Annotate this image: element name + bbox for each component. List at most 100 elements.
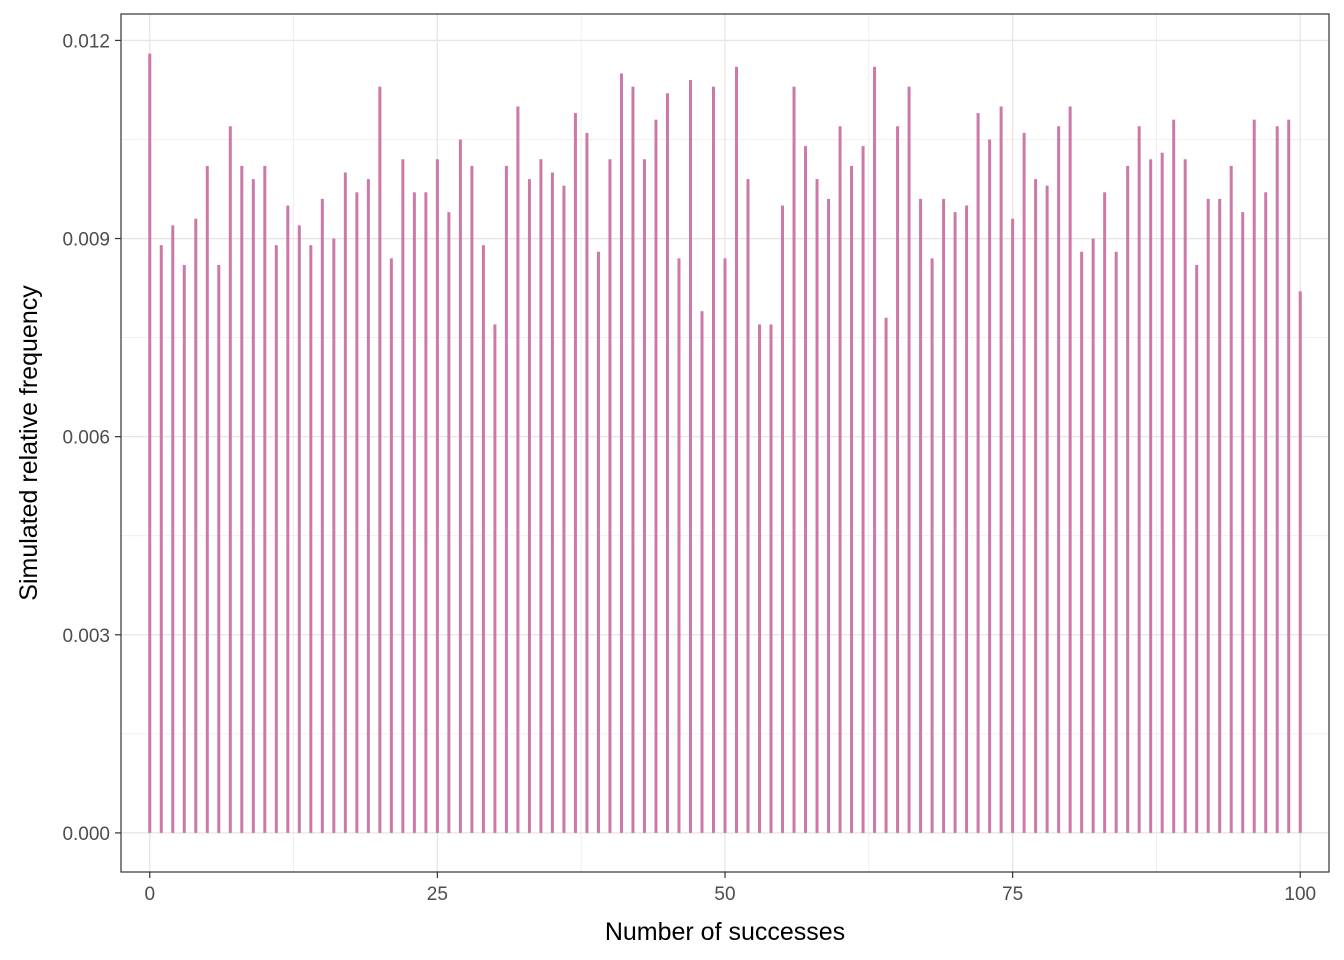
bar [769, 324, 773, 833]
bar [194, 218, 198, 833]
bar [251, 179, 255, 833]
bar [654, 119, 658, 833]
bar [1275, 126, 1279, 833]
bar [1034, 179, 1038, 833]
y-tick-label: 0.009 [62, 230, 110, 251]
bar [953, 212, 957, 833]
bar [159, 245, 163, 833]
bar [1149, 159, 1153, 833]
bar [1045, 185, 1049, 833]
bar [504, 165, 508, 833]
bar [999, 106, 1003, 833]
bar [677, 258, 681, 833]
bar [1160, 152, 1164, 833]
bar [205, 165, 209, 833]
bar [263, 165, 267, 833]
bar [711, 86, 715, 833]
bar [585, 132, 589, 833]
bar [700, 311, 704, 833]
bar [665, 93, 669, 833]
x-axis-title: Number of successes [605, 918, 845, 946]
bar [988, 139, 992, 833]
bar [873, 66, 877, 833]
bar [1287, 119, 1291, 833]
bar [896, 126, 900, 833]
bar [631, 86, 635, 833]
bar [1183, 159, 1187, 833]
bar [1080, 251, 1084, 833]
bar [389, 258, 393, 833]
bar [1103, 192, 1107, 833]
bar [274, 245, 278, 833]
bar [792, 86, 796, 833]
bar [1137, 126, 1141, 833]
x-axis: 0 25 50 75 100 [144, 872, 1316, 905]
y-tick-label: 0.003 [62, 626, 110, 647]
bar [1206, 198, 1210, 833]
x-tick-label: 100 [1284, 884, 1316, 905]
bar [642, 159, 646, 833]
y-tick-label: 0.006 [62, 428, 110, 449]
bar [550, 172, 554, 833]
bar [401, 159, 405, 833]
bar [343, 172, 347, 833]
bar [1218, 198, 1222, 833]
x-tick-label: 25 [427, 884, 448, 905]
y-tick-label: 0.000 [62, 824, 110, 845]
bar [1298, 291, 1302, 833]
bar [539, 159, 543, 833]
bar [838, 126, 842, 833]
y-axis-title: Simulated relative frequency [15, 285, 43, 601]
bar [412, 192, 416, 833]
bar [804, 146, 808, 833]
bar [1011, 218, 1015, 833]
bar [458, 139, 462, 833]
bar [781, 205, 785, 833]
bar [217, 264, 221, 833]
x-tick-label: 0 [144, 884, 155, 905]
bar [1022, 132, 1026, 833]
bar [608, 159, 612, 833]
bar [171, 225, 175, 833]
bar [735, 66, 739, 833]
bar [942, 198, 946, 833]
bar [1264, 192, 1268, 833]
bar [1172, 119, 1176, 833]
bar [527, 179, 531, 833]
bar [919, 198, 923, 833]
bar [596, 251, 600, 833]
bar [286, 205, 290, 833]
bar [332, 238, 336, 833]
bar [758, 324, 762, 833]
bar [1114, 251, 1118, 833]
bar [320, 198, 324, 833]
bar [1091, 238, 1095, 833]
bar [965, 205, 969, 833]
bar [1229, 165, 1233, 833]
bar [435, 159, 439, 833]
bar [1241, 212, 1245, 833]
bar [884, 317, 888, 833]
bar [240, 165, 244, 833]
bar [493, 324, 497, 833]
bar [619, 73, 623, 833]
bar [688, 80, 692, 833]
bar [148, 53, 152, 833]
bar [1126, 165, 1130, 833]
bar [573, 113, 577, 833]
bar [366, 179, 370, 833]
bar [562, 185, 566, 833]
bar [309, 245, 313, 833]
bar [1057, 126, 1061, 833]
bar [907, 86, 911, 833]
bar [470, 165, 474, 833]
y-axis: 0.000 0.003 0.006 0.009 0.012 [62, 31, 121, 845]
bar [861, 146, 865, 833]
bar [723, 258, 727, 833]
bar [378, 86, 382, 833]
bar [1068, 106, 1072, 833]
bar [516, 106, 520, 833]
bar [182, 264, 186, 833]
bar [481, 245, 485, 833]
